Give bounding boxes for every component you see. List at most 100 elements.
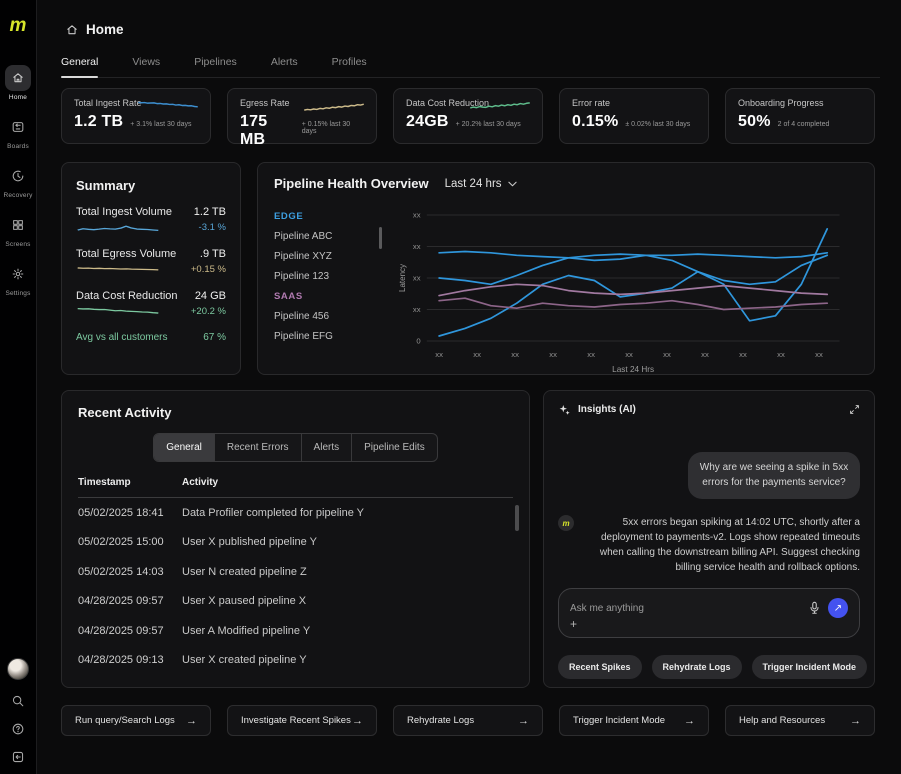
x-axis-label: Last 24 Hrs — [612, 365, 654, 374]
chip-recent-spikes[interactable]: Recent Spikes — [558, 655, 642, 679]
x-axis-tick: xx — [701, 350, 709, 359]
pipeline-item-abc[interactable]: Pipeline ABC — [274, 231, 333, 242]
page-header: Home — [65, 22, 124, 37]
stat-value: 50% — [738, 113, 771, 130]
sidebar-item-screens-label: Screens — [5, 241, 31, 248]
x-axis-tick: xx — [587, 350, 595, 359]
sidebar-item-recovery[interactable]: Recovery — [3, 163, 32, 199]
sidebar-item-boards[interactable]: Boards — [5, 114, 31, 150]
y-axis-tick: xx — [413, 274, 421, 283]
footer-actions-row: Run query/Search Logs → Investigate Rece… — [61, 705, 875, 736]
microphone-icon[interactable] — [809, 601, 820, 615]
pipeline-item-efg[interactable]: Pipeline EFG — [274, 331, 333, 342]
stat-delta: 2 of 4 completed — [777, 121, 830, 128]
x-axis-tick: xx — [815, 350, 823, 359]
summary-row-value: 1.2 TB — [193, 206, 226, 218]
expand-icon[interactable] — [849, 404, 860, 415]
user-chat-bubble: Why are we seeing a spike in 5xx errors … — [688, 452, 860, 499]
y-axis-label: Latency — [398, 263, 407, 292]
rehydrate-logs-button[interactable]: Rehydrate Logs → — [393, 705, 543, 736]
table-row[interactable]: 05/02/2025 14:03 User N created pipeline… — [78, 557, 513, 587]
y-axis-tick: 0 — [416, 337, 420, 346]
summary-title: Summary — [76, 178, 136, 193]
x-axis-tick: xx — [549, 350, 557, 359]
header-tabs: General Views Pipelines Alerts Profiles — [61, 56, 880, 78]
search-icon[interactable] — [11, 694, 25, 708]
user-avatar[interactable] — [7, 658, 29, 680]
stat-label: Onboarding Progress — [738, 98, 824, 108]
sidebar: m Home Boards Recovery — [0, 0, 37, 774]
y-axis-tick: xx — [413, 211, 421, 220]
activity-tabs: General Recent Errors Alerts Pipeline Ed… — [153, 433, 438, 462]
table-row[interactable]: 05/02/2025 18:41 Data Profiler completed… — [78, 498, 513, 528]
x-axis-tick: xx — [511, 350, 519, 359]
row-activity: User A Modified pipeline Y — [182, 624, 311, 637]
pipeline-item-456[interactable]: Pipeline 456 — [274, 311, 330, 322]
table-row[interactable]: 04/28/2025 09:57 User A Modified pipelin… — [78, 616, 513, 646]
insights-ai-panel: Insights (AI) Why are we seeing a spike … — [543, 390, 875, 688]
insights-title: Insights (AI) — [578, 404, 636, 415]
sparkline-path — [77, 308, 159, 314]
sidebar-item-screens[interactable]: Screens — [5, 212, 31, 248]
ask-me-anything-input[interactable] — [570, 602, 809, 614]
table-row[interactable]: 05/02/2025 15:00 User X published pipeli… — [78, 528, 513, 558]
stat-card-onboarding-progress[interactable]: Onboarding Progress 50% 2 of 4 completed — [725, 88, 875, 144]
stat-cards-row: Total Ingest Rate 1.2 TB + 3.1% last 30 … — [61, 88, 875, 148]
chart-series-pipeline-xyz — [438, 254, 829, 286]
help-and-resources-button[interactable]: Help and Resources → — [725, 705, 875, 736]
activity-tab-pipeline-edits[interactable]: Pipeline Edits — [364, 442, 425, 453]
arrow-right-icon: → — [352, 714, 363, 727]
sparkline-path — [77, 225, 159, 231]
tab-profiles[interactable]: Profiles — [331, 56, 367, 68]
table-row[interactable]: 04/28/2025 09:13 User X created pipeline… — [78, 646, 513, 676]
collapse-sidebar-icon[interactable] — [11, 750, 25, 764]
stat-card-error-rate[interactable]: Error rate 0.15% ± 0.02% last 30 days — [559, 88, 709, 144]
tab-alerts[interactable]: Alerts — [270, 56, 298, 68]
sidebar-item-settings[interactable]: Settings — [5, 261, 31, 297]
stat-value: 175 MB — [240, 113, 268, 148]
run-query-search-logs-button[interactable]: Run query/Search Logs → — [61, 705, 211, 736]
summary-row-label: Total Egress Volume — [76, 248, 177, 260]
attach-button[interactable]: + — [570, 617, 578, 631]
tab-general[interactable]: General — [61, 56, 99, 78]
chip-trigger-incident-mode[interactable]: Trigger Incident Mode — [751, 655, 868, 679]
time-range-dropdown[interactable]: Last 24 hrs — [445, 178, 517, 190]
activity-tab-general[interactable]: General — [154, 434, 215, 461]
ai-avatar: m — [558, 515, 574, 531]
ai-sparkle-icon — [559, 405, 570, 415]
trigger-incident-mode-button[interactable]: Trigger Incident Mode → — [559, 705, 709, 736]
sidebar-item-home[interactable]: Home — [5, 65, 31, 101]
sidebar-item-settings-label: Settings — [5, 290, 31, 297]
summary-footer-value: 67 % — [203, 332, 226, 343]
x-axis-tick: xx — [663, 350, 671, 359]
send-button[interactable]: ↗ — [828, 598, 848, 618]
pipeline-group-edge[interactable]: EDGE — [274, 211, 304, 222]
stat-card-egress-rate[interactable]: Egress Rate 175 MB + 0.15% last 30 days — [227, 88, 377, 148]
row-timestamp: 05/02/2025 18:41 — [78, 506, 164, 519]
pipeline-group-saas[interactable]: SAAS — [274, 291, 303, 302]
home-icon — [67, 24, 77, 34]
button-label: Run query/Search Logs — [75, 715, 175, 726]
tab-views[interactable]: Views — [132, 56, 161, 68]
tab-pipelines[interactable]: Pipelines — [194, 56, 237, 68]
y-axis-tick: xx — [413, 242, 421, 251]
chip-rehydrate-logs[interactable]: Rehydrate Logs — [651, 655, 742, 679]
sidebar-item-boards-label: Boards — [7, 143, 29, 150]
column-activity: Activity — [182, 477, 219, 488]
table-row[interactable]: 04/28/2025 09:57 User X paused pipeline … — [78, 587, 513, 617]
x-axis-tick: xx — [625, 350, 633, 359]
stat-card-data-cost-reduction[interactable]: Data Cost Reduction 24GB + 20.2% last 30… — [393, 88, 543, 144]
stat-card-total-ingest-rate[interactable]: Total Ingest Rate 1.2 TB + 3.1% last 30 … — [61, 88, 211, 144]
help-icon[interactable] — [11, 722, 25, 736]
button-label: Trigger Incident Mode — [573, 715, 666, 726]
investigate-recent-spikes-button[interactable]: Investigate Recent Spikes → — [227, 705, 377, 736]
activity-table-scrollbar[interactable] — [515, 505, 519, 531]
activity-tab-recent-errors[interactable]: Recent Errors — [215, 434, 302, 461]
pipeline-list-scrollbar[interactable] — [379, 227, 382, 249]
activity-tab-alerts[interactable]: Alerts — [302, 434, 353, 461]
pipeline-item-xyz[interactable]: Pipeline XYZ — [274, 251, 332, 262]
summary-row-delta: +0.15 % — [190, 264, 226, 275]
activity-table: Timestamp Activity 05/02/2025 18:41 Data… — [78, 477, 519, 676]
pipeline-list: EDGE Pipeline ABC Pipeline XYZ Pipeline … — [274, 205, 396, 377]
pipeline-item-123[interactable]: Pipeline 123 — [274, 271, 330, 282]
